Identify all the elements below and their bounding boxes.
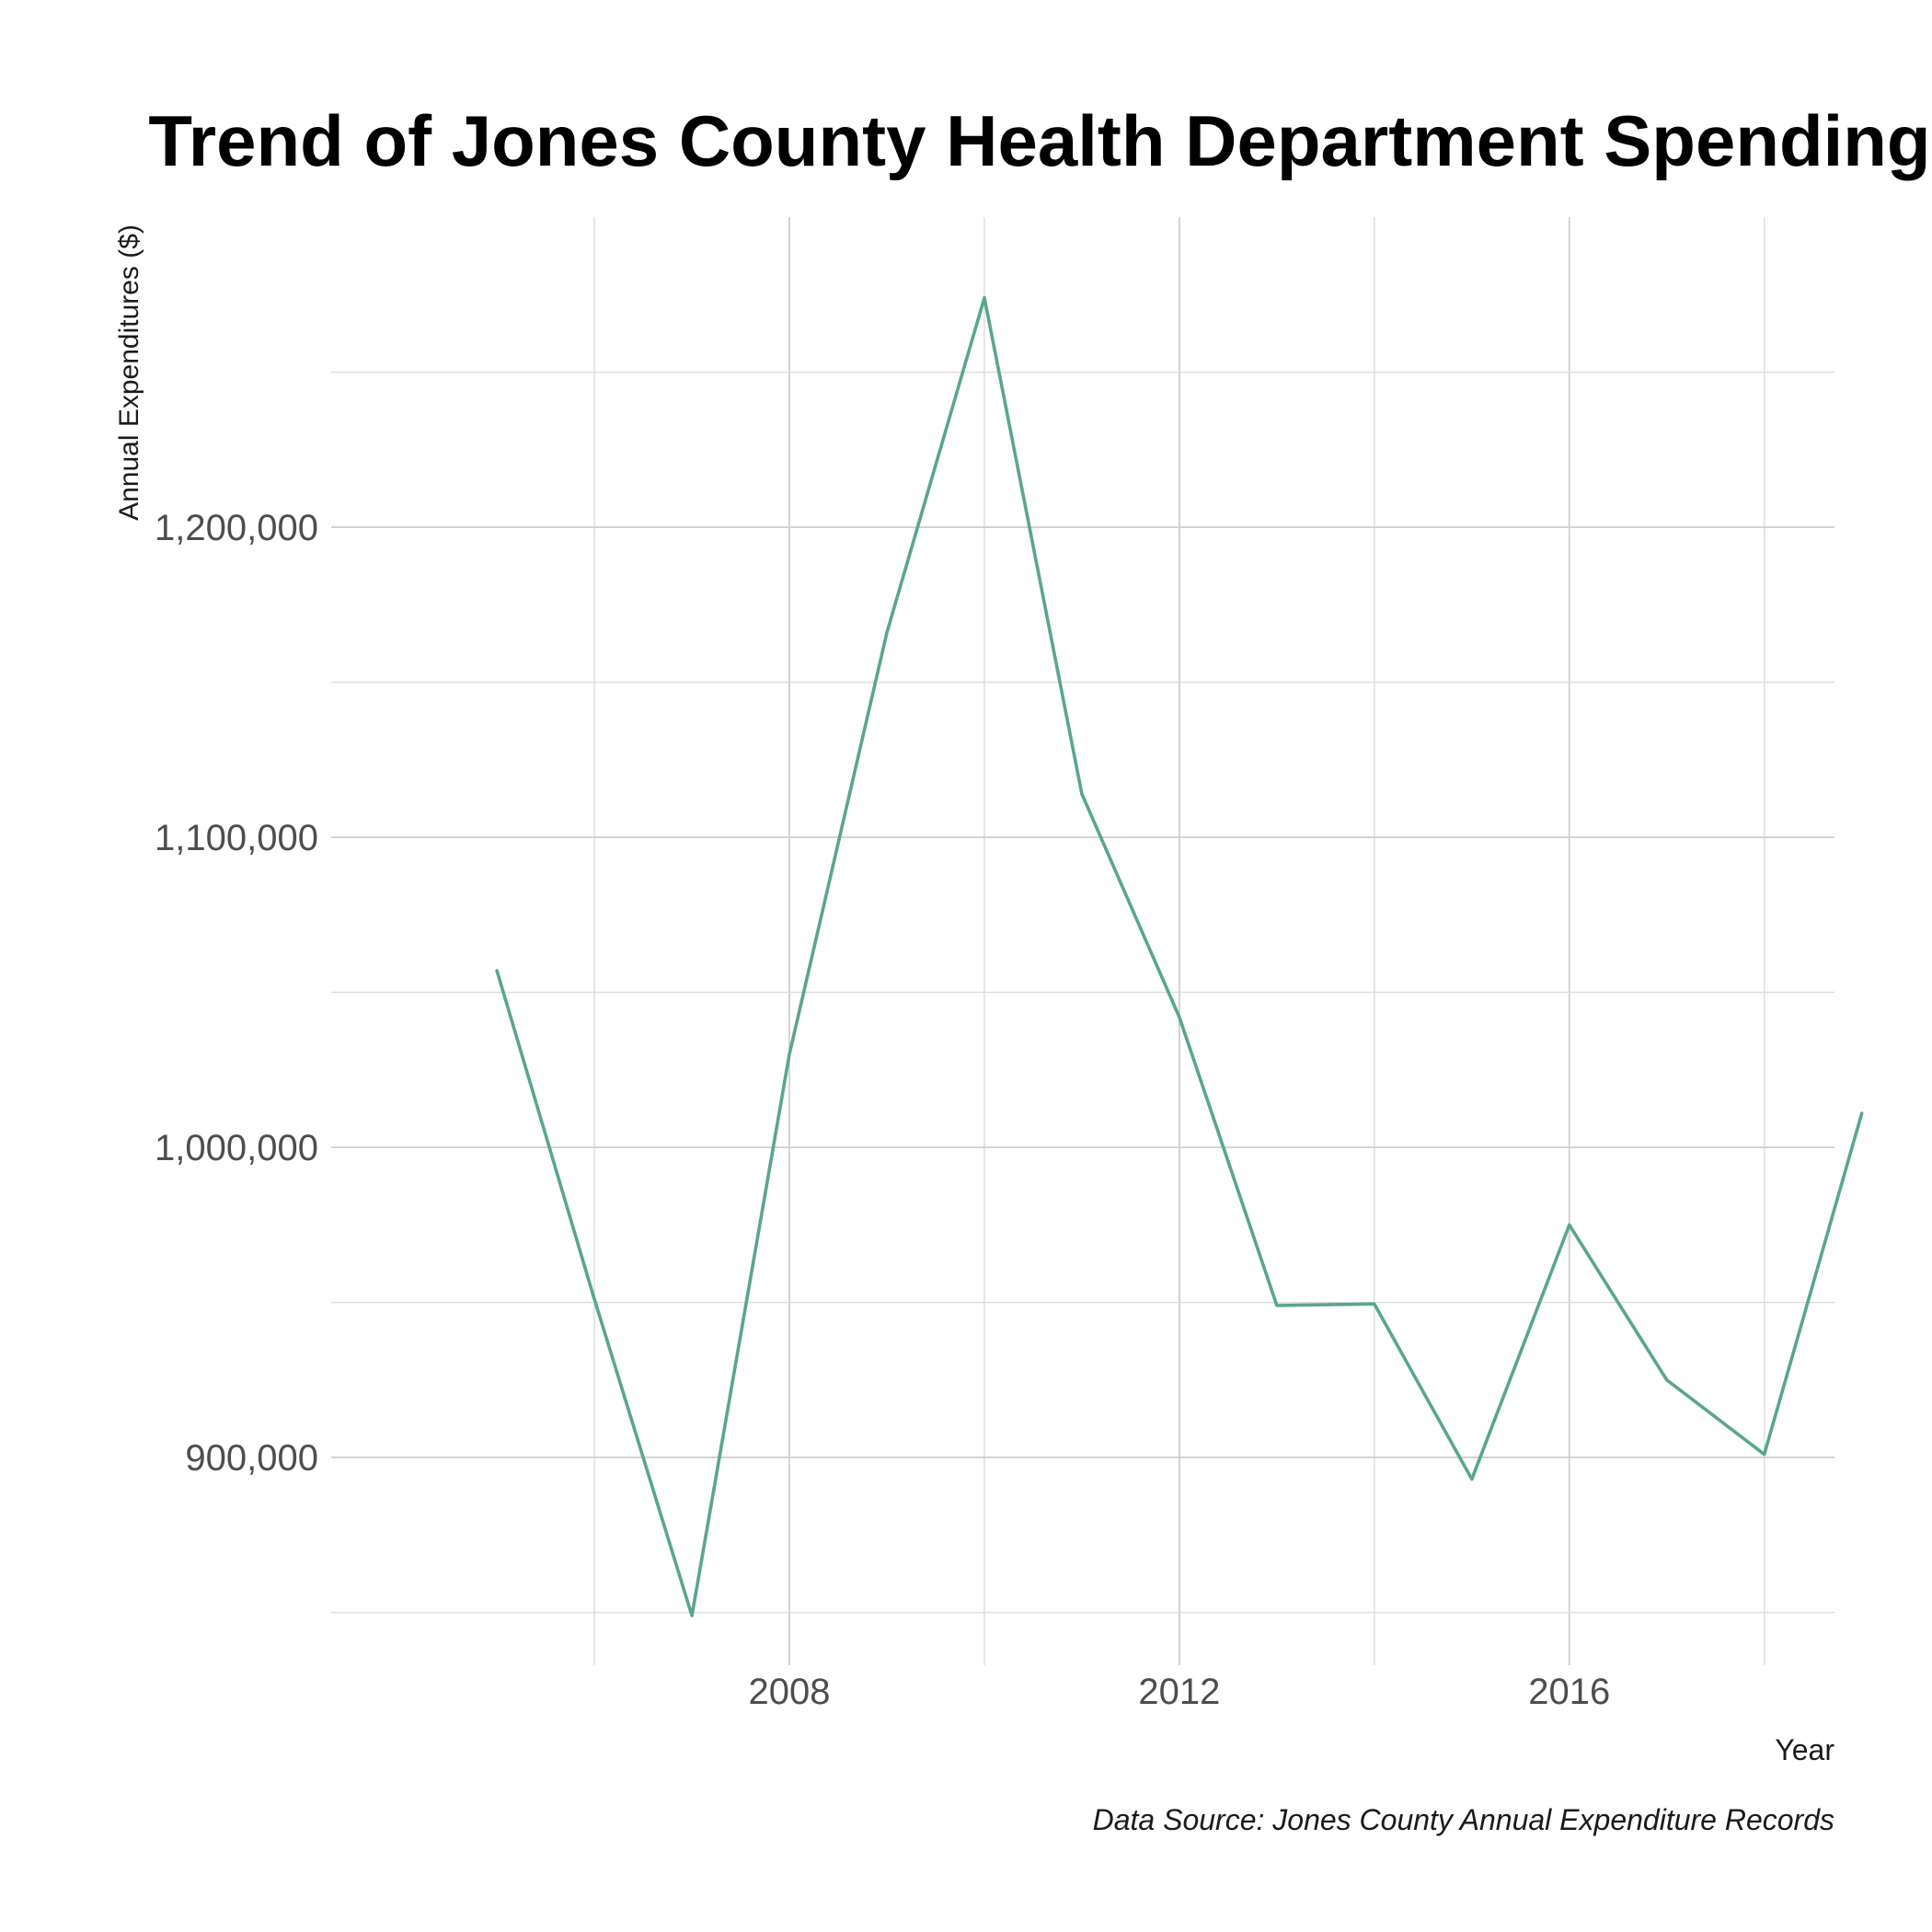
x-axis-label: Year bbox=[1775, 1733, 1834, 1766]
x-tick-label: 2008 bbox=[749, 1672, 831, 1712]
y-axis-label: Annual Expenditures ($) bbox=[114, 224, 144, 521]
series-line bbox=[495, 295, 1864, 1617]
tick-layer: 2008 2012 2016 900,000 1,000,000 1,100,000 1,2… bbox=[155, 508, 1610, 1712]
grid-layer bbox=[331, 217, 1834, 1665]
y-tick-label: 1,000,000 bbox=[155, 1128, 318, 1168]
y-tick-label: 1,100,000 bbox=[155, 818, 318, 858]
x-tick-label: 2016 bbox=[1528, 1672, 1610, 1712]
caption: Data Source: Jones County Annual Expendi… bbox=[1093, 1803, 1834, 1836]
y-tick-label: 1,200,000 bbox=[155, 508, 318, 548]
x-tick-label: 2012 bbox=[1138, 1672, 1220, 1712]
y-tick-label: 900,000 bbox=[185, 1438, 318, 1478]
chart-title: Trend of Jones County Health Department … bbox=[148, 100, 1930, 181]
series-layer bbox=[495, 295, 1864, 1617]
